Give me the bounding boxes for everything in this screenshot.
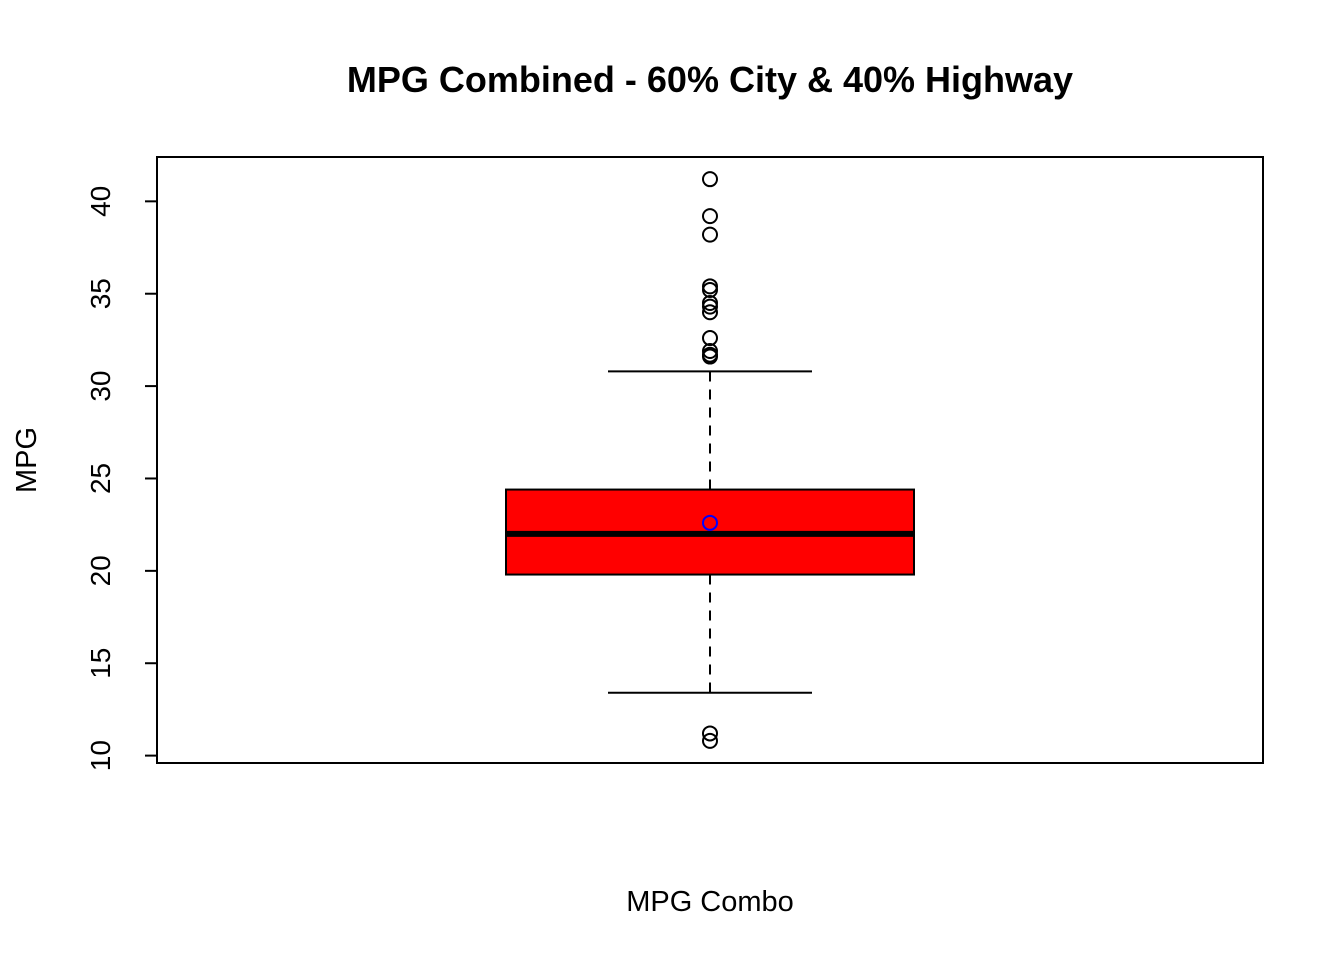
y-tick-label: 35: [85, 278, 116, 309]
outlier-point: [702, 171, 718, 188]
y-tick-label: 10: [85, 740, 116, 771]
outlier-point: [702, 226, 718, 243]
y-tick-label: 30: [85, 371, 116, 402]
outlier-point: [702, 304, 718, 321]
outlier-point: [702, 298, 718, 315]
outlier-point: [702, 282, 718, 299]
chart-title: MPG Combined - 60% City & 40% Highway: [347, 59, 1073, 100]
outlier-points: [702, 171, 718, 749]
mean-point: [702, 514, 718, 531]
outlier-point: [702, 732, 718, 749]
y-axis: 10 15 20 25 30 35 40: [85, 186, 158, 771]
y-tick-label: 20: [85, 555, 116, 586]
x-axis-label: MPG Combo: [626, 886, 794, 918]
y-tick-label: 25: [85, 463, 116, 494]
outlier-point: [702, 725, 718, 742]
box-plot: [505, 370, 915, 694]
outlier-point: [702, 348, 718, 365]
y-tick-label: 40: [85, 186, 116, 217]
outlier-point: [702, 208, 718, 225]
y-tick-label: 15: [85, 648, 116, 679]
y-axis-label: MPG: [11, 427, 43, 493]
outlier-point: [702, 330, 718, 347]
